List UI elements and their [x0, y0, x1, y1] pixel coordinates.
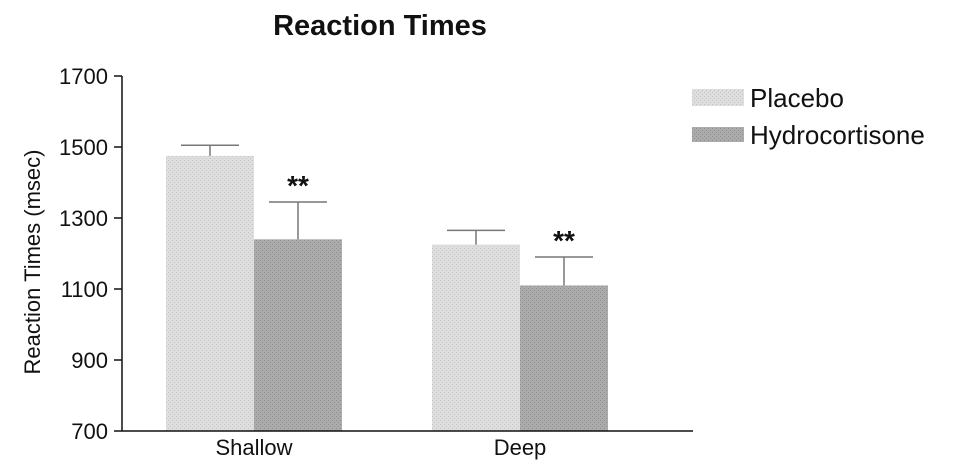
bar-chart: Reaction Times Reaction Times (msec) 700…: [0, 0, 969, 475]
x-tick-label-shallow: Shallow: [215, 435, 292, 460]
bar-deep-placebo: [432, 245, 520, 431]
legend-item-placebo: Placebo: [692, 83, 844, 113]
y-tick-label-1300: 1300: [59, 206, 108, 231]
bars-group: [166, 156, 608, 431]
x-axis-labels: Shallow Deep: [215, 435, 546, 460]
y-tick-label-900: 900: [71, 348, 108, 373]
chart-title: Reaction Times: [273, 10, 487, 42]
legend-label-placebo: Placebo: [750, 83, 844, 113]
legend-swatch-hydrocortisone: [692, 127, 744, 142]
y-tick-label-1700: 1700: [59, 64, 108, 89]
y-axis-ticks: 700 900 1100 1300 1500 1700: [59, 64, 122, 444]
legend-item-hydrocortisone: Hydrocortisone: [692, 120, 925, 150]
y-axis-label: Reaction Times (msec): [20, 150, 45, 375]
y-tick-label-700: 700: [71, 419, 108, 444]
significance-marker-shallow: **: [287, 170, 309, 201]
y-tick-label-1500: 1500: [59, 135, 108, 160]
bar-deep-hydrocortisone: [520, 285, 608, 431]
bar-shallow-placebo: [166, 156, 254, 431]
significance-marker-deep: **: [553, 225, 575, 256]
legend: Placebo Hydrocortisone: [692, 83, 925, 150]
y-tick-label-1100: 1100: [61, 277, 108, 302]
x-tick-label-deep: Deep: [494, 435, 547, 460]
legend-label-hydrocortisone: Hydrocortisone: [750, 120, 925, 150]
bar-shallow-hydrocortisone: [254, 239, 342, 431]
legend-swatch-placebo: [692, 89, 744, 106]
